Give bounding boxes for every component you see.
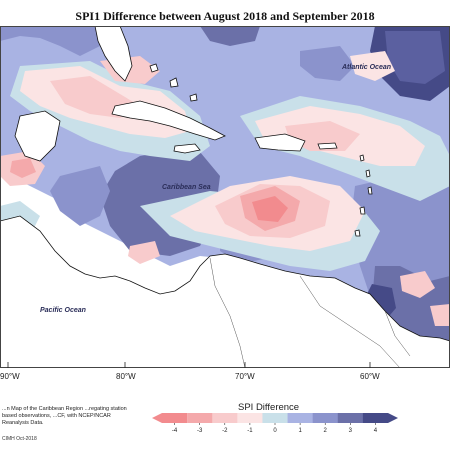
legend-swatch: [262, 413, 288, 423]
cuba-island: [111, 100, 226, 141]
legend-swatch: [187, 413, 213, 423]
country-borders: [209, 257, 411, 368]
bahamas-island: [189, 93, 198, 102]
bahamas-island: [149, 63, 159, 73]
legend-swatch: [152, 413, 188, 423]
longitude-label-60w: 60°W: [360, 372, 380, 381]
bahamas-island: [169, 77, 179, 88]
atlantic-ocean-label: Atlantic Ocean: [342, 64, 392, 71]
yucatan-peninsula: [14, 110, 61, 162]
hispaniola-island: [254, 133, 306, 152]
legend-tick-label: 2: [324, 428, 328, 434]
lesser-antilles-island: [367, 186, 373, 195]
spi-difference-map: [0, 26, 450, 368]
lesser-antilles-island: [359, 206, 366, 215]
pacific-ocean-label: Pacific Ocean: [40, 307, 86, 314]
longitude-tick-marks: [7, 362, 371, 368]
legend-tick-label: 0: [273, 428, 277, 434]
land-masses: [0, 26, 450, 368]
map-frame: Atlantic Ocean Caribbean Sea Pacific Oce…: [0, 26, 450, 368]
longitude-label-80w: 80°W: [116, 372, 136, 381]
lesser-antilles-island: [365, 169, 371, 178]
legend-tick-label: -1: [247, 428, 253, 434]
legend-tick-label: -3: [197, 428, 203, 434]
legend-swatch: [212, 413, 238, 423]
map-title: SPI1 Difference between August 2018 and …: [75, 9, 375, 23]
mainland-coast: [0, 215, 450, 368]
puerto-rico-island: [317, 142, 338, 150]
legend-title: SPI Difference: [238, 402, 300, 413]
legend-tick-label: -2: [222, 428, 228, 434]
longitude-label-70w: 70°W: [235, 372, 255, 381]
legend-tick-label: 3: [349, 428, 353, 434]
legend-tick-label: 1: [298, 428, 302, 434]
lesser-antilles-island: [359, 154, 365, 162]
legend-tick-label: 4: [374, 428, 378, 434]
legend-swatch: [287, 413, 313, 423]
legend-swatch: [237, 413, 263, 423]
spi-difference-legend: -4 -3 -2 -1 0 1 2 3 4: [152, 413, 398, 434]
trinidad-island: [354, 229, 361, 237]
legend-swatch: [337, 413, 364, 423]
negative-spi-regions: [0, 51, 450, 326]
legend-colorbar: [152, 413, 398, 423]
legend-swatch: [312, 413, 339, 423]
legend-swatch: [362, 413, 398, 423]
map-description-note: ...n Map of the Caribbean Region ...rega…: [2, 406, 127, 426]
legend-tick-labels: -4 -3 -2 -1 0 1 2 3 4: [172, 423, 378, 434]
jamaica-island: [173, 143, 201, 154]
map-credit: CIMH Oct-2018: [2, 436, 37, 442]
longitude-label-90w: 90°W: [0, 372, 20, 381]
caribbean-sea-label: Caribbean Sea: [162, 184, 211, 191]
florida-peninsula: [94, 26, 133, 82]
legend-tick-label: -4: [172, 428, 178, 434]
